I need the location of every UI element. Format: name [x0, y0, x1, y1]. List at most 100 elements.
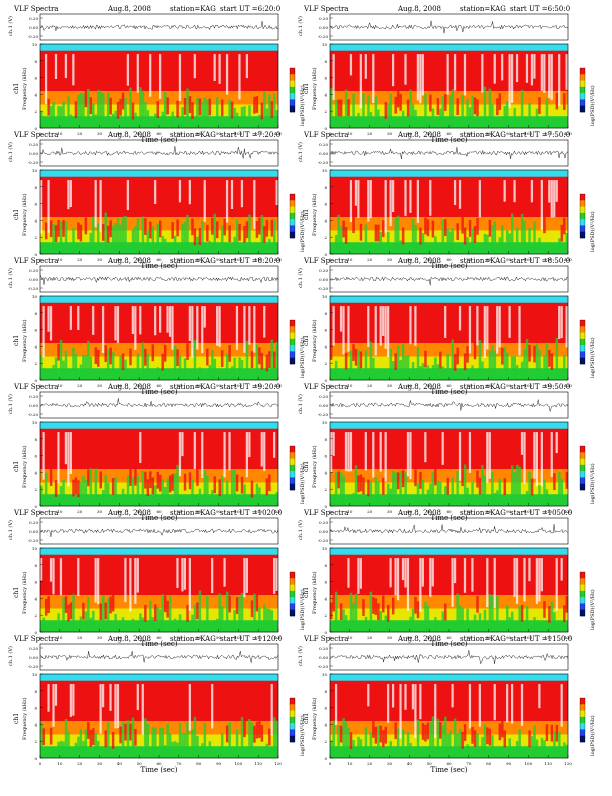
spectrogram-gap [391, 54, 395, 87]
spectrogram-burst [463, 724, 467, 741]
spectrogram-low-level [233, 236, 236, 254]
x-tick-label: 40 [407, 383, 413, 388]
colorbar-segment [290, 477, 295, 485]
spectrogram-low-level [233, 357, 236, 380]
waveform-tick-label: -0.20 [28, 538, 39, 543]
spectrogram-low-level [444, 486, 447, 506]
spectrogram-gap [64, 54, 68, 79]
spectrogram-burst [352, 216, 355, 234]
ch1-axis-label: ch1 [303, 209, 310, 220]
x-tick-label: 40 [407, 131, 413, 136]
spectrogram-burst [265, 354, 269, 372]
spectrogram-gap [565, 54, 568, 90]
colorbar-frame [579, 193, 586, 239]
spectrogram-burst [444, 94, 447, 111]
spectrogram-gap [476, 306, 479, 346]
spectrogram-burst [245, 221, 249, 239]
spectrogram-low-level [394, 217, 397, 254]
colorbar-segment [290, 723, 295, 730]
spectrogram-low-level [342, 609, 345, 632]
x-tick-label: 20 [367, 383, 373, 388]
ch1-axis-label: ch1 [13, 461, 20, 472]
spectrogram-low-level [520, 361, 524, 380]
spectrogram-low-level [114, 476, 117, 506]
spectrogram-burst [424, 350, 427, 368]
x-tick-label: 110 [254, 257, 262, 262]
spectrogram-low-level [216, 97, 219, 128]
spectrogram-gap [458, 432, 462, 481]
spectrogram-burst [206, 224, 209, 242]
panel-start-ut: start UT =7:20:0 [220, 131, 280, 139]
spectrogram-burst [439, 351, 442, 369]
spectrogram-low-level [364, 727, 368, 758]
spectrogram-gap [538, 558, 541, 602]
spectrogram-low-level [79, 364, 83, 380]
x-tick-label: 10 [347, 383, 353, 388]
panel-date: Aug.8, 2008 [397, 635, 441, 643]
spectrogram-low-level [349, 592, 353, 632]
spectrogram-low-level [411, 104, 415, 128]
ch1-axis-label: ch1 [13, 209, 20, 220]
spectrogram-low-level [411, 362, 415, 380]
x-tick-label: 20 [367, 761, 373, 766]
spectrogram-low-level [176, 464, 179, 506]
spectrogram-gap [387, 684, 390, 723]
y-tick-label: 6 [324, 328, 327, 333]
x-axis-label: Time (sec) [430, 766, 467, 774]
panel-header-title: VLF Spectra [303, 257, 348, 265]
spectrogram-low-level [206, 475, 209, 506]
spectrogram-low-level [510, 356, 514, 380]
spectrogram-burst [163, 344, 167, 362]
colorbar-segment [580, 698, 585, 705]
y-tick-label: 2 [34, 613, 37, 618]
spectrogram-low-level [159, 727, 162, 758]
spectrogram-band [40, 44, 278, 52]
spectrogram-burst [473, 97, 477, 115]
spectrogram-gap [154, 306, 157, 336]
spectrogram-low-level [558, 472, 561, 506]
spectrogram-burst [72, 479, 75, 497]
x-tick-label: 100 [235, 635, 243, 640]
spectrogram-gap [245, 54, 249, 79]
spectrogram-low-level [119, 355, 122, 380]
spectrogram-burst [565, 472, 568, 489]
panel-header-title: VLF Spectra [13, 257, 58, 265]
spectrogram-burst [498, 723, 502, 741]
x-tick-label: 110 [544, 761, 552, 766]
colorbar-segment [290, 68, 295, 75]
x-tick-label: 70 [466, 635, 472, 640]
spectrogram-gap [510, 684, 514, 724]
waveform-trace [330, 147, 569, 160]
spectrogram-low-level [40, 111, 43, 128]
spectrogram-burst [543, 216, 546, 234]
panel-station: station=KAG [460, 131, 506, 139]
waveform-tick-label: -0.20 [318, 34, 329, 39]
spectrogram-burst [265, 219, 269, 237]
spectrogram-burst [57, 343, 60, 361]
spectrogram-low-level [124, 359, 127, 380]
y-tick-label: 4 [324, 218, 327, 223]
spectrogram-burst [99, 603, 102, 621]
spectrogram-burst [268, 728, 271, 746]
spectrogram-low-level [64, 221, 68, 254]
spectrogram-burst [548, 605, 551, 623]
y-tick-label: 6 [34, 328, 37, 333]
spectrogram-burst [144, 604, 147, 622]
spectrogram-low-level [436, 718, 440, 758]
spectrogram-burst [545, 724, 549, 741]
spectrogram-low-level [369, 732, 373, 758]
spectrogram-low-level [106, 598, 110, 632]
spectrogram-low-level [401, 729, 405, 758]
y-tick-label: 10 [322, 42, 328, 47]
spectrogram-low-level [59, 106, 63, 128]
spectrogram-burst [396, 472, 400, 490]
y-tick-label: 6 [324, 580, 327, 585]
y-tick-label: 4 [324, 722, 327, 727]
spectrogram-burst [471, 726, 474, 744]
spectrogram-gap [486, 432, 489, 483]
waveform-tick-label: 0.20 [29, 646, 38, 651]
panel-station: station=KAG [170, 509, 216, 517]
spectrogram-low-level [357, 736, 360, 758]
colorbar-segment [580, 446, 585, 453]
spectrogram-low-level [59, 740, 63, 758]
